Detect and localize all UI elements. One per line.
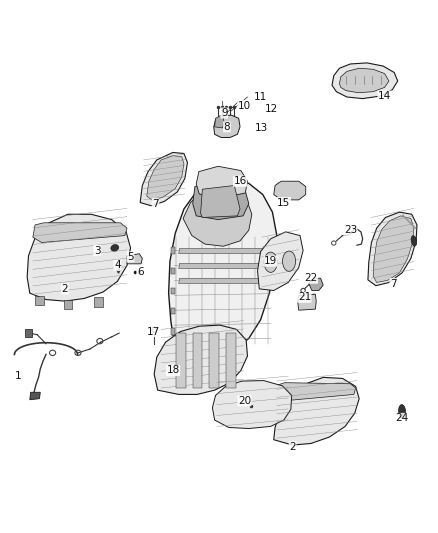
Polygon shape — [140, 152, 187, 206]
Text: 13: 13 — [255, 123, 268, 133]
Polygon shape — [171, 268, 175, 274]
Polygon shape — [94, 297, 103, 307]
Polygon shape — [171, 288, 175, 294]
Ellipse shape — [399, 405, 406, 418]
Ellipse shape — [264, 252, 277, 272]
Polygon shape — [201, 185, 240, 217]
Text: 24: 24 — [396, 414, 409, 423]
Text: 7: 7 — [152, 199, 159, 208]
Polygon shape — [368, 212, 417, 286]
Polygon shape — [171, 247, 175, 254]
Polygon shape — [154, 325, 247, 394]
Text: 17: 17 — [147, 327, 160, 336]
Polygon shape — [214, 115, 240, 138]
Polygon shape — [339, 68, 389, 93]
Polygon shape — [179, 263, 268, 269]
Polygon shape — [373, 216, 414, 282]
Text: 1: 1 — [15, 371, 22, 381]
Polygon shape — [196, 166, 247, 198]
Polygon shape — [212, 381, 292, 429]
Text: 19: 19 — [264, 256, 277, 266]
Text: 16: 16 — [233, 176, 247, 186]
Polygon shape — [25, 329, 32, 337]
Polygon shape — [30, 392, 40, 400]
Polygon shape — [258, 232, 303, 290]
Polygon shape — [171, 308, 175, 314]
Text: 22: 22 — [304, 273, 318, 283]
Polygon shape — [64, 300, 72, 309]
Text: 6: 6 — [137, 267, 144, 277]
Polygon shape — [332, 63, 398, 99]
Polygon shape — [179, 278, 268, 284]
Ellipse shape — [152, 327, 156, 332]
Polygon shape — [171, 328, 175, 335]
Text: 15: 15 — [277, 198, 290, 207]
Text: 11: 11 — [254, 92, 267, 102]
Ellipse shape — [283, 251, 296, 271]
Polygon shape — [176, 333, 186, 388]
Polygon shape — [183, 187, 252, 246]
Polygon shape — [179, 248, 268, 254]
Polygon shape — [226, 333, 236, 388]
Ellipse shape — [111, 245, 119, 251]
Polygon shape — [209, 333, 219, 388]
Text: 10: 10 — [238, 101, 251, 110]
Text: 4: 4 — [114, 261, 121, 270]
Text: 7: 7 — [390, 279, 397, 288]
Text: 12: 12 — [265, 104, 278, 114]
Polygon shape — [33, 223, 127, 243]
Polygon shape — [193, 181, 249, 220]
Text: 9: 9 — [221, 108, 228, 118]
Text: 18: 18 — [166, 366, 180, 375]
Polygon shape — [193, 333, 202, 388]
Text: 21: 21 — [298, 293, 311, 302]
Text: 20: 20 — [238, 396, 251, 406]
Text: 5: 5 — [127, 252, 134, 262]
Polygon shape — [274, 377, 359, 445]
Text: 3: 3 — [94, 246, 101, 255]
Polygon shape — [169, 179, 277, 356]
Polygon shape — [274, 181, 306, 200]
Polygon shape — [127, 254, 142, 264]
Polygon shape — [215, 115, 224, 128]
Text: 8: 8 — [223, 122, 230, 132]
Text: 23: 23 — [344, 225, 357, 235]
Polygon shape — [147, 156, 184, 200]
Text: 2: 2 — [289, 442, 296, 451]
Polygon shape — [276, 383, 356, 401]
Polygon shape — [298, 294, 316, 310]
Polygon shape — [35, 296, 44, 305]
Text: 14: 14 — [378, 91, 391, 101]
Polygon shape — [309, 278, 323, 290]
Polygon shape — [27, 214, 131, 301]
Text: 2: 2 — [61, 284, 68, 294]
Ellipse shape — [411, 236, 417, 246]
